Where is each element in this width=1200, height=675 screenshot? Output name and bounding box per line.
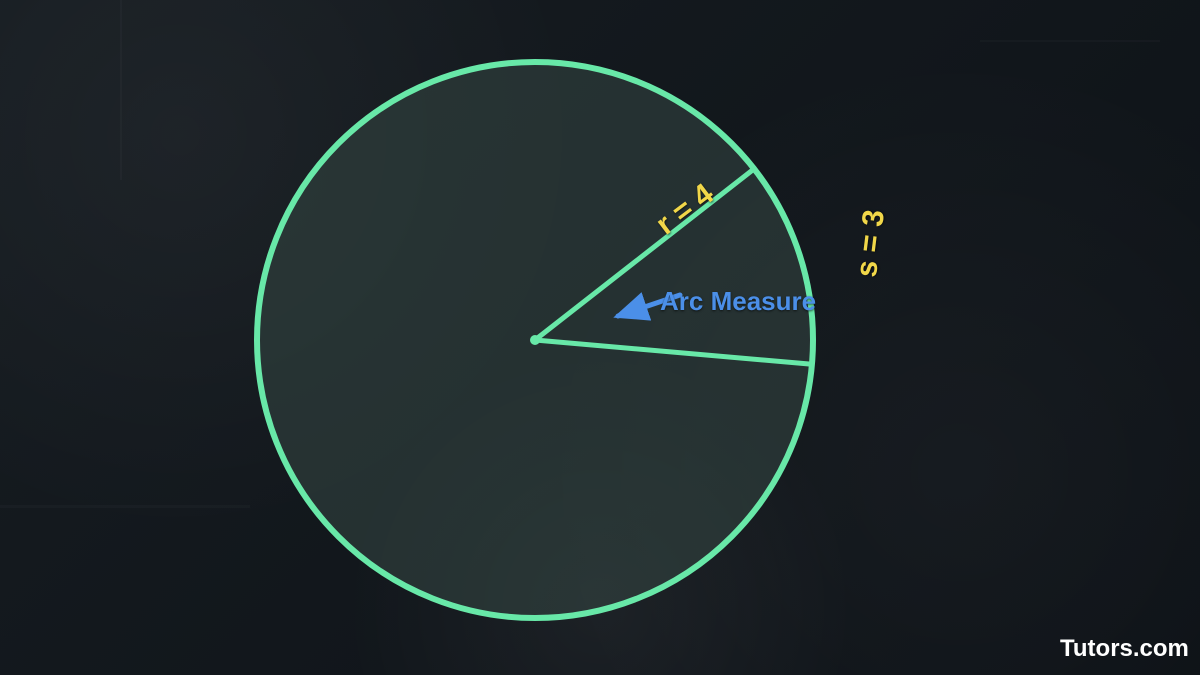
watermark: Tutors.com [1060,635,1189,663]
diagram-svg [0,0,1200,675]
arc-measure-label: Arc Measure [660,286,816,317]
center-dot [530,335,540,345]
